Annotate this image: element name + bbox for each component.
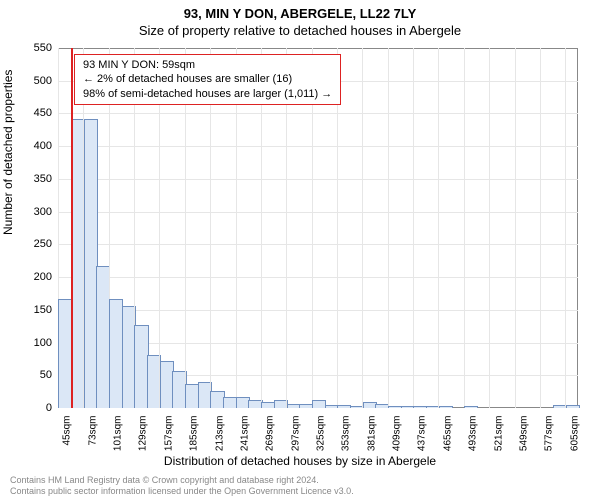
- y-tick-label: 550: [12, 42, 52, 54]
- footer-line-2: Contains public sector information licen…: [10, 486, 354, 497]
- footer-attribution: Contains HM Land Registry data © Crown c…: [10, 475, 354, 497]
- x-tick-label: 213sqm: [214, 416, 225, 452]
- histogram-bar: [464, 406, 478, 408]
- info-line-2: ← 2% of detached houses are smaller (16): [83, 72, 332, 86]
- gridline-h: [58, 113, 578, 114]
- gridline-v: [464, 48, 465, 408]
- y-tick-label: 150: [12, 304, 52, 316]
- x-tick-label: 45sqm: [62, 416, 73, 446]
- y-tick-label: 400: [12, 140, 52, 152]
- y-tick-label: 200: [12, 271, 52, 283]
- y-tick-label: 250: [12, 238, 52, 250]
- x-tick-label: 241sqm: [239, 416, 250, 452]
- x-tick-label: 129sqm: [138, 416, 149, 452]
- histogram-bar: [566, 405, 580, 408]
- y-tick-label: 300: [12, 206, 52, 218]
- gridline-h: [58, 277, 578, 278]
- x-tick-label: 157sqm: [163, 416, 174, 452]
- gridline-h: [58, 179, 578, 180]
- gridline-h: [58, 310, 578, 311]
- x-tick-label: 577sqm: [544, 416, 555, 452]
- x-tick-label: 465sqm: [442, 416, 453, 452]
- y-tick-label: 100: [12, 337, 52, 349]
- x-tick-label: 101sqm: [113, 416, 124, 452]
- title-main: 93, MIN Y DON, ABERGELE, LL22 7LY: [0, 0, 600, 21]
- x-tick-label: 381sqm: [366, 416, 377, 452]
- x-tick-label: 353sqm: [341, 416, 352, 452]
- gridline-h: [58, 212, 578, 213]
- y-tick-label: 0: [12, 402, 52, 414]
- info-line-3: 98% of semi-detached houses are larger (…: [83, 87, 332, 101]
- gridline-h: [58, 244, 578, 245]
- property-marker-line: [71, 48, 73, 408]
- gridline-v: [489, 48, 490, 408]
- x-axis-label: Distribution of detached houses by size …: [0, 454, 600, 468]
- gridline-v: [438, 48, 439, 408]
- x-tick-label: 493sqm: [468, 416, 479, 452]
- x-tick-label: 521sqm: [493, 416, 504, 452]
- gridline-v: [540, 48, 541, 408]
- info-line-1: 93 MIN Y DON: 59sqm: [83, 58, 332, 72]
- x-tick-label: 73sqm: [87, 416, 98, 446]
- x-tick-label: 605sqm: [569, 416, 580, 452]
- x-tick-label: 325sqm: [316, 416, 327, 452]
- gridline-h: [58, 146, 578, 147]
- y-tick-label: 350: [12, 173, 52, 185]
- x-tick-label: 269sqm: [265, 416, 276, 452]
- x-tick-label: 297sqm: [290, 416, 301, 452]
- footer-line-1: Contains HM Land Registry data © Crown c…: [10, 475, 354, 486]
- y-tick-label: 450: [12, 107, 52, 119]
- property-info-box: 93 MIN Y DON: 59sqm ← 2% of detached hou…: [74, 54, 341, 105]
- gridline-v: [515, 48, 516, 408]
- gridline-v: [565, 48, 566, 408]
- histogram-bar: [439, 406, 453, 408]
- x-tick-label: 185sqm: [189, 416, 200, 452]
- x-tick-label: 549sqm: [518, 416, 529, 452]
- y-tick-label: 50: [12, 369, 52, 381]
- gridline-v: [388, 48, 389, 408]
- y-tick-label: 500: [12, 75, 52, 87]
- x-tick-label: 437sqm: [417, 416, 428, 452]
- gridline-v: [362, 48, 363, 408]
- title-sub: Size of property relative to detached ho…: [0, 21, 600, 38]
- gridline-v: [413, 48, 414, 408]
- x-tick-label: 409sqm: [392, 416, 403, 452]
